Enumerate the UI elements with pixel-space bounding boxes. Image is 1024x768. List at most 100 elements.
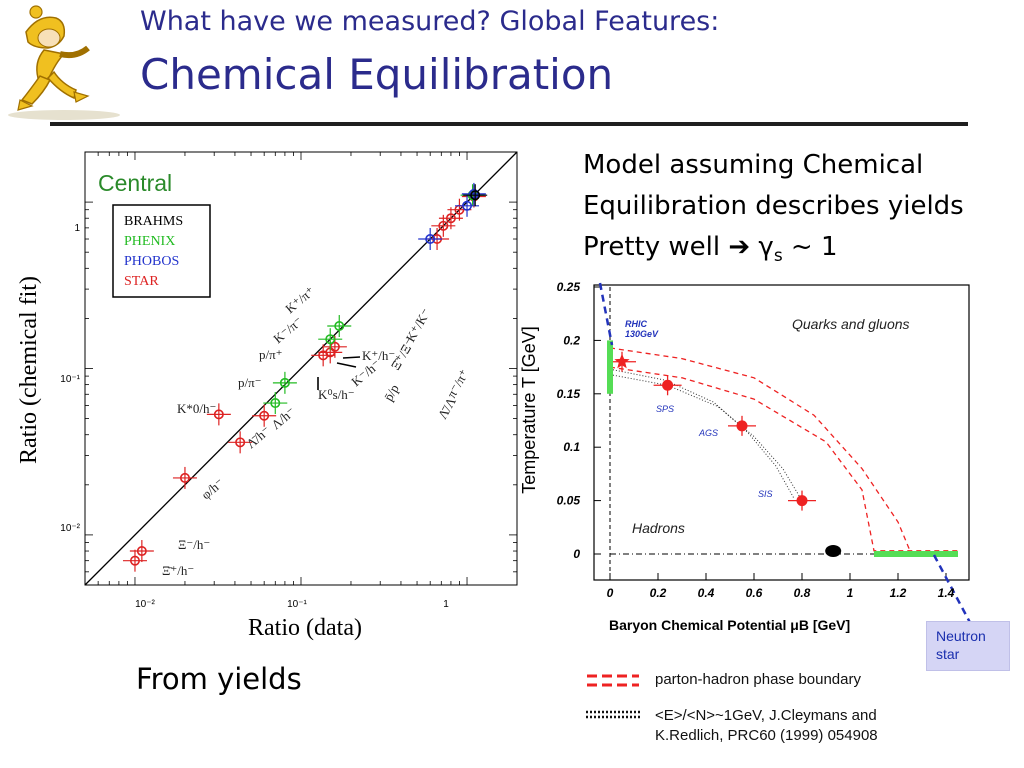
x-tick-label: 0.6 (746, 586, 763, 600)
ratio-chart-svg: Central BRAHMS PHENIX PHOBOS STAR K⁺/K⁻Ξ… (16, 151, 518, 641)
x-tick-label: 10⁻¹ (287, 599, 307, 610)
y-tick-label: 10⁻² (60, 523, 80, 534)
rhic-label: RHIC (625, 319, 647, 329)
y-tick-label: 0.2 (563, 333, 580, 347)
mascot-image (4, 2, 122, 122)
arrow-icon (342, 356, 361, 359)
dashed-legend-icon (587, 673, 639, 689)
y-tick-label: 0.15 (557, 387, 581, 401)
arrow-icon (336, 362, 357, 368)
x-tick-label: 0.8 (794, 586, 811, 600)
model-description: Model assuming Chemical Equilibration de… (583, 145, 1023, 277)
data-point (172, 466, 197, 489)
legend-box (112, 204, 211, 298)
phase-boundary-outer (609, 347, 911, 552)
rhic-band (607, 340, 613, 394)
x-tick-label: 0 (607, 586, 614, 600)
data-points (608, 351, 816, 511)
data-point (327, 315, 352, 338)
x-tick-label: 10⁻² (135, 599, 155, 610)
rhic-label: 130GeV (625, 329, 659, 339)
point-label: p/π⁺ (259, 347, 283, 362)
freezeout-point (653, 375, 682, 396)
dashed-legend-label: parton-hadron phase boundary (655, 671, 861, 688)
dotted-legend-label: K.Redlich, PRC60 (1999) 054908 (655, 727, 878, 744)
gamma-subscript: s (773, 246, 783, 267)
nuclear-matter-marker (825, 545, 842, 557)
y-tick-label: 10⁻¹ (60, 374, 80, 385)
phase-boundary-inner (609, 366, 958, 552)
data-point (252, 404, 277, 427)
point-label: p̄/p (381, 382, 402, 404)
y-axis-label: Temperature T [GeV] (519, 326, 539, 493)
point-label: K⁺/h⁻ (362, 348, 395, 363)
legend-phenix: PHENIX (124, 234, 175, 249)
legend-brahms: BRAHMS (124, 214, 183, 229)
data-point (418, 228, 443, 251)
region-label-hadrons: Hadrons (632, 520, 685, 536)
y-tick-label: 1 (74, 223, 80, 234)
neutron-star-pointer (932, 554, 976, 631)
neutron-star-band (874, 551, 958, 557)
legend-phobos: PHOBOS (124, 254, 179, 269)
tick-marks (594, 286, 947, 580)
slide-subtitle: What have we measured? Global Features: (140, 6, 720, 37)
title-divider (50, 122, 968, 126)
data-point (463, 184, 488, 207)
ags-label: AGS (698, 428, 718, 438)
x-axis-label: Baryon Chemical Potential μB [GeV] (609, 617, 850, 633)
data-point (129, 540, 154, 563)
dotted-legend-icon (586, 707, 642, 719)
x-tick-label: 1 (443, 599, 449, 610)
freezeout-point (788, 490, 816, 511)
y-tick-label: 0 (573, 547, 580, 561)
freezeout-curve-upper (609, 368, 795, 500)
data-point (122, 549, 147, 572)
data-point (263, 392, 288, 415)
region-label-qgp: Quarks and gluons (792, 316, 910, 332)
data-points (122, 182, 488, 572)
x-tick-label: 1 (847, 586, 854, 600)
description-line: Model assuming Chemical (583, 150, 924, 180)
data-point (318, 328, 343, 351)
neutron-star-pointer (598, 282, 614, 346)
sis-label: SIS (758, 489, 773, 499)
data-point (206, 403, 231, 426)
phase-diagram-svg: Quarks and gluons Hadrons RHIC 130GeV SP… (519, 280, 976, 633)
legend-star: STAR (124, 274, 159, 289)
neutron-star-line: Neutron (936, 628, 986, 644)
point-label: Ξ⁻/h⁻ (178, 537, 210, 552)
arrow-icon: ➔ (728, 232, 751, 262)
freezeout-curve (609, 374, 803, 501)
diagonal-line (84, 151, 518, 586)
slide-title: Chemical Equilibration (140, 50, 614, 99)
description-prefix: Pretty well (583, 232, 729, 262)
neutron-star-line: star (936, 646, 960, 662)
point-label: p/π⁻ (238, 375, 262, 390)
y-axis-label: Ratio (chemical fit) (16, 276, 42, 464)
data-point (461, 182, 486, 205)
x-tick-label: 0.4 (698, 586, 715, 600)
x-tick-label: 1.2 (890, 586, 907, 600)
neutron-star-callout: Neutron star (926, 621, 1010, 671)
data-point (228, 431, 253, 454)
plot-frame (593, 284, 970, 581)
x-tick-label: 0.2 (650, 586, 667, 600)
freezeout-point (728, 415, 756, 436)
point-label: K⁰s/h⁻ (318, 387, 355, 402)
x-tick-label: 1.4 (938, 586, 955, 600)
ratio-comparison-chart: Central BRAHMS PHENIX PHOBOS STAR K⁺/K⁻ Ξ… (0, 145, 525, 645)
from-yields-caption: From yields (136, 662, 302, 696)
sps-label: SPS (656, 404, 674, 414)
phase-diagram-chart: Quarks and gluons Hadrons RHIC 130GeV SP… (514, 275, 984, 645)
x-axis-label: Ratio (data) (248, 615, 362, 641)
point-label: Ξ̄⁺/h⁻ (162, 563, 194, 578)
tick-marks (84, 151, 518, 586)
y-tick-label: 0.05 (557, 494, 581, 508)
description-suffix: ~ 1 (782, 232, 838, 262)
description-line-gamma: Pretty well ➔ γs ~ 1 (583, 227, 1023, 277)
point-label: K*0/h⁻ (177, 401, 216, 416)
y-tick-label: 0.25 (557, 280, 581, 294)
gamma-symbol: γ (758, 232, 774, 262)
dotted-legend-label: <E>/<N>~1GeV, J.Cleymans and (655, 707, 877, 724)
